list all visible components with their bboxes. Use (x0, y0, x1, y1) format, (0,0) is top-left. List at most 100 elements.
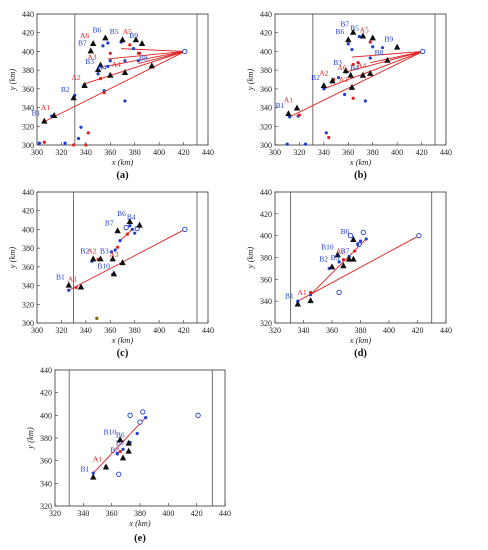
station-marker-A3 (97, 61, 104, 68)
x-tick-label: 320 (55, 148, 67, 157)
blue-point (133, 231, 137, 235)
red-point (74, 285, 78, 290)
red-point (309, 290, 313, 295)
x-tick-label: 380 (367, 148, 379, 157)
y-tick-label: 380 (260, 254, 272, 263)
blue-point (322, 87, 326, 91)
panel-caption: (b) (354, 170, 367, 181)
station-marker-B4 (136, 221, 143, 228)
plot-frame (36, 13, 209, 146)
station-marker-B2 (328, 263, 336, 270)
station-marker-B1 (65, 281, 72, 288)
station-label-A2: A2 (319, 68, 328, 77)
x-tick-label: 300 (31, 148, 43, 157)
station-marker-A4 (367, 69, 374, 76)
x-tick-label: 420 (412, 326, 424, 335)
station-label-A1: A1 (93, 454, 102, 463)
station-marker-B3 (340, 262, 347, 269)
station-marker-A4 (121, 68, 129, 75)
red-point (341, 258, 345, 262)
station-label-B4: B4 (350, 63, 359, 72)
y-tick-label: 400 (260, 232, 272, 241)
red-point (108, 51, 112, 55)
x-tick-label: 320 (55, 326, 67, 335)
station-marker-B6 (345, 36, 352, 43)
blue-point (343, 92, 347, 97)
station-marker-A5 (369, 34, 376, 41)
x-tick-label: 340 (318, 148, 330, 157)
station-label-A3: A3 (87, 52, 96, 61)
blue-point (135, 431, 139, 436)
station-label-B1: B1 (80, 465, 89, 474)
y-tick-label: 320 (22, 122, 34, 131)
station-marker-A6 (347, 71, 354, 78)
open-marker (127, 412, 133, 418)
station-marker-A1 (102, 463, 110, 470)
red-point (98, 76, 103, 81)
station-label-B6: B6 (336, 27, 345, 36)
trajectory-line (289, 51, 423, 118)
station-label-B6: B6 (116, 431, 125, 440)
x-axis-label: x (km) (111, 157, 134, 167)
station-label-B7: B7 (341, 247, 350, 256)
y-axis-label: y (km) (25, 427, 35, 450)
station-marker-B2 (70, 94, 77, 101)
y-tick-label: 440 (40, 366, 52, 375)
open-marker (347, 233, 354, 239)
y-tick-label: 340 (260, 297, 272, 306)
station-marker-B10 (110, 270, 118, 277)
station-label-B9: B9 (129, 31, 138, 40)
blue-point (371, 45, 375, 49)
station-label-B1: B1 (56, 273, 65, 282)
panel-caption: (c) (117, 348, 129, 359)
blue-point (380, 46, 385, 50)
station-label-B2: B2 (319, 254, 328, 263)
blue-point (337, 260, 341, 264)
station-marker-B6 (350, 236, 357, 243)
blue-point (136, 59, 140, 63)
x-tick-label: 320 (49, 509, 61, 518)
x-tick-label: 300 (269, 148, 281, 157)
trajectory-line (107, 50, 185, 60)
blue-point (101, 44, 105, 48)
station-marker-B2 (119, 454, 127, 461)
y-tick-label: 340 (22, 104, 34, 113)
y-axis-label: y (km) (7, 69, 17, 92)
y-tick-label: 340 (260, 104, 272, 113)
blue-point (128, 224, 132, 228)
station-label-A6: A6 (338, 63, 347, 72)
station-label-A1: A1 (297, 288, 306, 297)
panel-a: 300 320 340 360 380 400 420 440 300 320 340 360 380 4… (7, 10, 214, 181)
x-tick-label: 440 (202, 326, 214, 335)
station-marker-B2 (320, 82, 328, 89)
x-tick-label: 420 (416, 148, 428, 157)
y-tick-label: 320 (260, 122, 272, 131)
red-point (125, 232, 129, 236)
other-point (95, 316, 99, 321)
blue-point (118, 239, 122, 243)
station-marker-B10 (116, 436, 124, 443)
station-marker-B6 (102, 34, 109, 41)
panel-d: 320 340 360 380 400 420 440 320 340 360 380 400 420 4… (245, 188, 452, 359)
station-label-A3: A3 (109, 250, 118, 259)
station-marker-B1 (90, 473, 97, 480)
station-marker-A2 (97, 255, 104, 262)
panel-b: 300 320 340 360 380 400 420 440 300 320 340 360 380 4… (245, 10, 452, 181)
plot-frame (274, 191, 447, 324)
open-marker (182, 226, 188, 233)
x-tick-label: 340 (80, 326, 92, 335)
y-axis-label: y (km) (245, 247, 255, 270)
blue-point (91, 471, 95, 475)
x-tick-label: 340 (77, 509, 89, 518)
station-marker-B5 (119, 36, 126, 43)
open-marker (116, 471, 122, 477)
blue-point (285, 142, 289, 146)
station-marker-B2 (89, 255, 97, 262)
plot-frame (274, 13, 447, 146)
x-tick-label: 360 (342, 148, 354, 157)
blue-point (106, 41, 110, 45)
trajectory-line (121, 48, 185, 52)
y-tick-label: 340 (40, 479, 52, 488)
x-tick-label: 440 (440, 326, 452, 335)
blue-point (364, 237, 368, 241)
